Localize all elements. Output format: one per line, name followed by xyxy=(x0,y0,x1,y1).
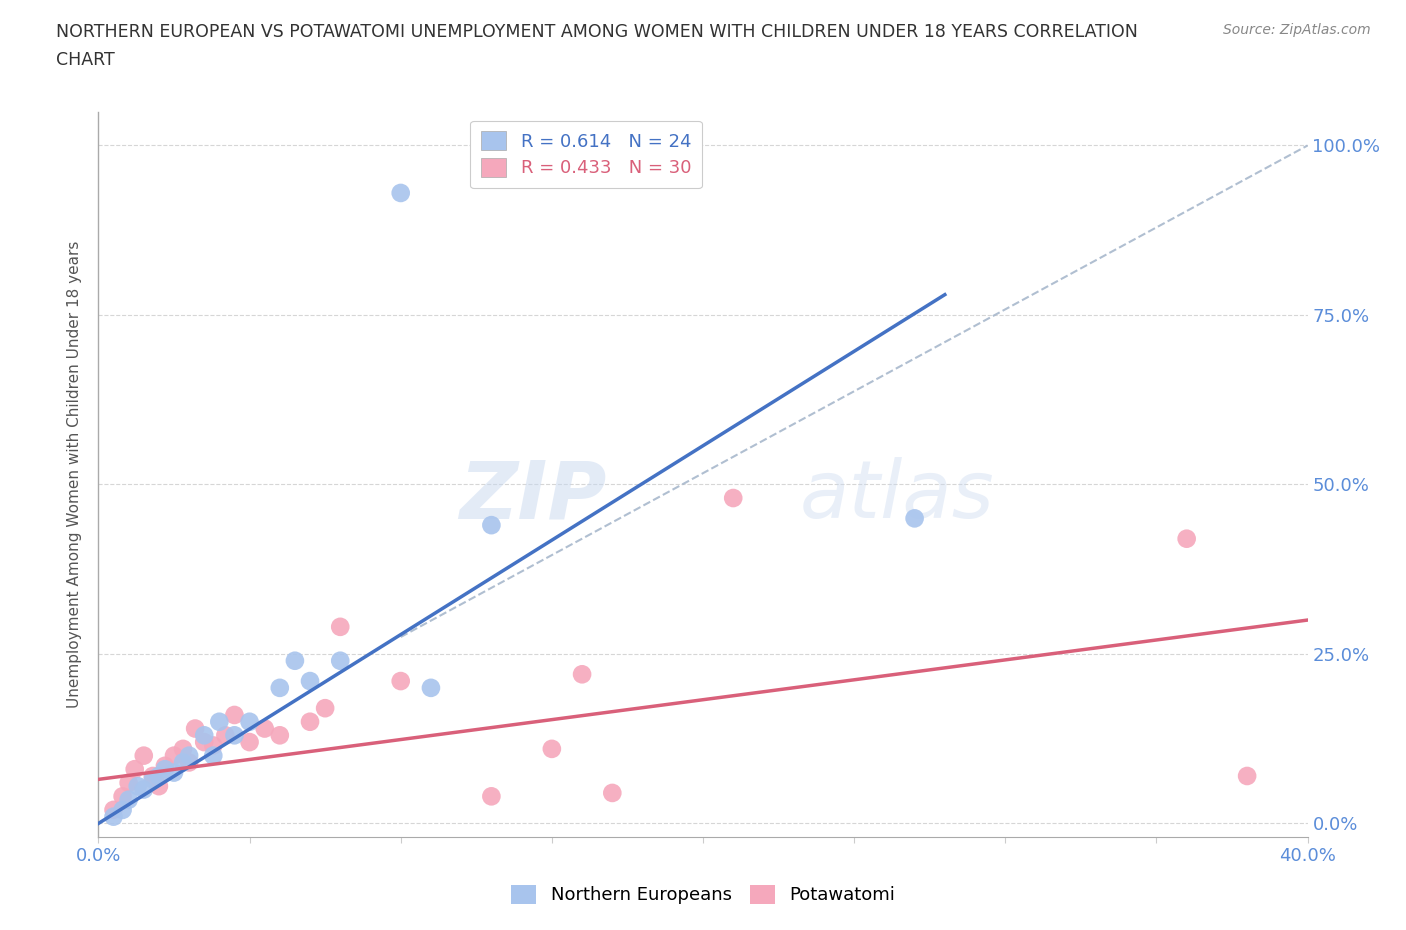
Point xyxy=(103,803,125,817)
Point xyxy=(208,714,231,729)
Text: atlas: atlas xyxy=(800,457,994,535)
Text: NORTHERN EUROPEAN VS POTAWATOMI UNEMPLOYMENT AMONG WOMEN WITH CHILDREN UNDER 18 : NORTHERN EUROPEAN VS POTAWATOMI UNEMPLOY… xyxy=(56,23,1137,41)
Point xyxy=(111,789,134,804)
Point xyxy=(124,762,146,777)
Point xyxy=(179,749,201,764)
Point xyxy=(389,673,412,688)
Legend: Northern Europeans, Potawatomi: Northern Europeans, Potawatomi xyxy=(503,878,903,911)
Point xyxy=(239,714,262,729)
Point xyxy=(142,768,165,783)
Point xyxy=(118,776,141,790)
Point xyxy=(420,681,443,696)
Point xyxy=(299,714,322,729)
Point xyxy=(111,803,134,817)
Point xyxy=(1236,768,1258,783)
Point xyxy=(132,782,155,797)
Point xyxy=(253,721,276,736)
Point xyxy=(239,735,262,750)
Point xyxy=(329,619,352,634)
Point xyxy=(132,749,155,764)
Point xyxy=(184,721,207,736)
Text: Source: ZipAtlas.com: Source: ZipAtlas.com xyxy=(1223,23,1371,37)
Point xyxy=(172,755,194,770)
Point xyxy=(224,728,246,743)
Point xyxy=(904,511,927,525)
Point xyxy=(284,653,307,668)
Point xyxy=(172,741,194,756)
Point xyxy=(314,700,336,715)
Text: ZIP: ZIP xyxy=(458,457,606,535)
Point xyxy=(389,185,412,200)
Point xyxy=(481,789,503,804)
Point xyxy=(163,765,186,780)
Point xyxy=(118,792,141,807)
Point xyxy=(179,755,201,770)
Point xyxy=(142,772,165,787)
Legend: R = 0.614   N = 24, R = 0.433   N = 30: R = 0.614 N = 24, R = 0.433 N = 30 xyxy=(470,121,702,188)
Point xyxy=(153,758,176,773)
Point xyxy=(269,681,291,696)
Point xyxy=(214,728,236,743)
Point xyxy=(481,518,503,533)
Point xyxy=(202,749,225,764)
Point xyxy=(148,768,170,783)
Point xyxy=(269,728,291,743)
Point xyxy=(202,738,225,753)
Point xyxy=(127,778,149,793)
Point xyxy=(299,673,322,688)
Point xyxy=(329,653,352,668)
Point xyxy=(163,749,186,764)
Point xyxy=(153,762,176,777)
Text: CHART: CHART xyxy=(56,51,115,69)
Point xyxy=(193,735,215,750)
Y-axis label: Unemployment Among Women with Children Under 18 years: Unemployment Among Women with Children U… xyxy=(67,241,83,708)
Point xyxy=(193,728,215,743)
Point xyxy=(103,809,125,824)
Point xyxy=(571,667,593,682)
Point xyxy=(540,741,562,756)
Point xyxy=(723,491,745,506)
Point xyxy=(602,786,624,801)
Point xyxy=(224,708,246,723)
Point xyxy=(1175,531,1198,546)
Point xyxy=(148,778,170,793)
